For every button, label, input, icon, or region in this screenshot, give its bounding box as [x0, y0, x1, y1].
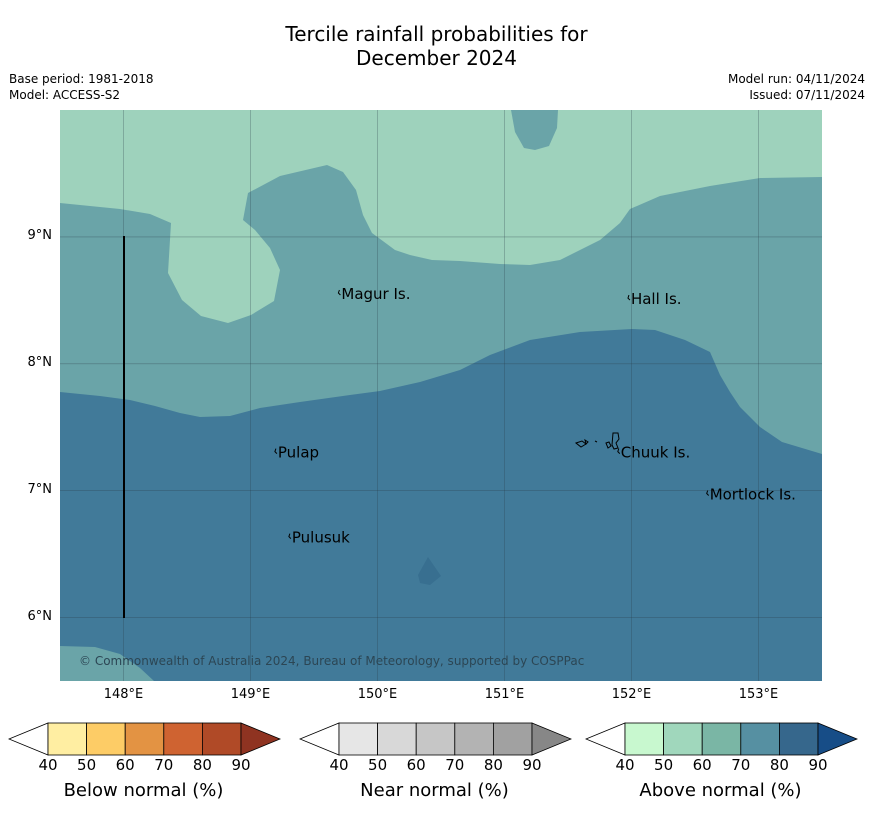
colorbar-extend-low — [299, 722, 340, 756]
model-text: Model: ACCESS-S2 — [9, 88, 121, 102]
colorbar-segment — [124, 722, 165, 756]
colorbar-tick-label: 70 — [154, 756, 174, 774]
lat-tick-label: 9°N — [27, 227, 53, 243]
colorbar-extend-high — [817, 722, 858, 756]
colorbar-tick-label: 80 — [483, 756, 503, 774]
colorbar-tick-label: 50 — [77, 756, 97, 774]
region-above-70-blob — [511, 110, 558, 150]
region-above-60 — [60, 110, 822, 323]
colorbar-extend-high — [240, 722, 281, 756]
colorbar-tick-label: 40 — [38, 756, 58, 774]
base-period-text: Base period: 1981-2018 — [9, 72, 154, 86]
region-above-70-corner — [60, 646, 154, 681]
title-line-2: December 2024 — [356, 46, 517, 70]
colorbar-segment — [663, 722, 703, 756]
colorbar-tick-label: 50 — [368, 756, 388, 774]
colorbar-extend-high — [531, 722, 572, 756]
chuuk-islands-outline — [574, 432, 620, 450]
colorbar-tick-label: 70 — [445, 756, 465, 774]
colorbar-2 — [585, 722, 858, 756]
place-label: Pulap — [278, 444, 319, 462]
metadata-right: Model run: 04/11/2024 Issued: 07/11/2024 — [728, 71, 865, 103]
place-marker-3 — [617, 448, 621, 454]
place-marker-1 — [627, 294, 631, 301]
lon-tick-label: 152°E — [611, 687, 652, 702]
colorbar-segment — [492, 722, 533, 756]
colorbar-tick-label: 40 — [615, 756, 635, 774]
colorbar-tick-label: 90 — [808, 756, 828, 774]
place-label: Mortlock Is. — [710, 485, 796, 503]
place-marker-2 — [274, 448, 278, 454]
place-label: Pulusuk — [292, 529, 350, 547]
colorbar-segment — [86, 722, 126, 756]
colorbar-tick-label: 90 — [231, 756, 251, 774]
colorbar-tick-label: 90 — [522, 756, 542, 774]
place-labels: Magur Is. Hall Is. Pulap Chuuk Is. Mortlock … — [274, 285, 796, 547]
region-above-90 — [418, 557, 441, 585]
lon-tick-label: 151°E — [484, 687, 525, 702]
colorbar-label: Above normal (%) — [639, 780, 802, 801]
colorbar-tick-label: 60 — [406, 756, 426, 774]
issued-text: Issued: 07/11/2024 — [749, 88, 865, 102]
colorbar-segment — [47, 722, 87, 756]
colorbar-extend-low — [585, 722, 626, 756]
metadata-left: Base period: 1981-2018 Model: ACCESS-S2 — [9, 71, 154, 103]
colorbar-segment — [201, 722, 242, 756]
model-run-text: Model run: 04/11/2024 — [727, 72, 865, 86]
colorbar-extend-low — [8, 722, 49, 756]
place-marker-4 — [706, 490, 710, 496]
colorbar-segment — [163, 722, 203, 756]
colorbar-1 — [299, 722, 572, 756]
colorbar-tick-label: 70 — [731, 756, 751, 774]
colorbar-tick-label: 80 — [769, 756, 789, 774]
rainfall-map: Magur Is. Hall Is. Pulap Chuuk Is. Mortlock … — [60, 110, 822, 681]
lon-tick-label: 153°E — [738, 687, 779, 702]
place-label: Magur Is. — [341, 285, 410, 303]
place-marker-5 — [288, 533, 292, 539]
colorbar-0 — [8, 722, 281, 756]
lat-tick-label: 6°N — [27, 608, 53, 624]
colorbar-tick-label: 60 — [115, 756, 135, 774]
lat-tick-label: 8°N — [27, 354, 53, 370]
colorbar-tick-label: 80 — [192, 756, 212, 774]
place-marker-0 — [337, 289, 341, 296]
place-label: Chuuk Is. — [621, 444, 690, 462]
colorbar-segment — [377, 722, 417, 756]
colorbar-tick-label: 50 — [654, 756, 674, 774]
colorbar-tick-label: 40 — [329, 756, 349, 774]
colorbar-tick-label: 60 — [692, 756, 712, 774]
colorbar-segment — [778, 722, 819, 756]
lon-tick-label: 149°E — [230, 687, 271, 702]
place-label: Hall Is. — [631, 290, 682, 308]
copyright-text: © Commonwealth of Australia 2024, Bureau… — [79, 654, 584, 668]
colorbar-segment — [701, 722, 742, 756]
colorbar-label: Below normal (%) — [63, 780, 224, 801]
title-line-1: Tercile rainfall probabilities for — [285, 22, 588, 46]
colorbar-label: Near normal (%) — [360, 780, 509, 801]
colorbar-segment — [415, 722, 456, 756]
colorbar-segment — [338, 722, 378, 756]
colorbar-segment — [624, 722, 664, 756]
colorbar-segment — [740, 722, 780, 756]
lon-tick-label: 148°E — [103, 687, 144, 702]
chart-title: Tercile rainfall probabilities for Decem… — [0, 22, 873, 70]
colorbar-segment — [454, 722, 494, 756]
lat-tick-label: 7°N — [27, 481, 53, 497]
lon-tick-label: 150°E — [357, 687, 398, 702]
